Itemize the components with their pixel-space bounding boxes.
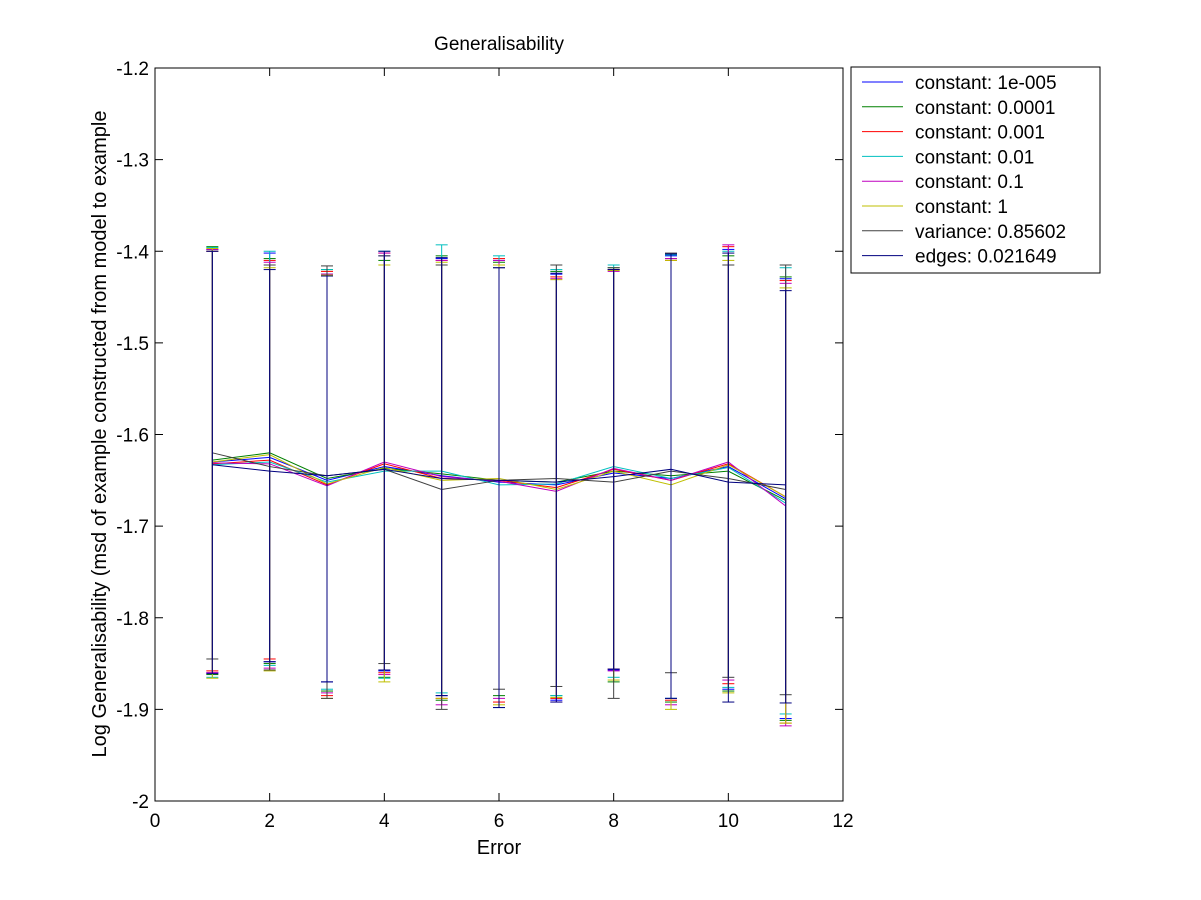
x-tick-label: 2 [264,811,275,832]
legend: constant: 1e-005 constant: 0.0001 constant… [850,66,1101,274]
y-tick-label: -1.9 [116,700,149,721]
series-8 [206,250,792,709]
x-tick-label: 6 [494,811,505,832]
x-tick-label: 12 [832,811,853,832]
x-axis-ticks: 0 2 4 6 8 10 12 [150,68,854,832]
legend-label: constant: 0.001 [915,123,1045,144]
x-tick-label: 10 [718,811,739,832]
x-tick-label: 4 [379,811,390,832]
series-line [212,464,786,486]
y-tick-label: -1.8 [116,609,149,630]
x-tick-label: 0 [150,811,161,832]
legend-items: constant: 1e-005 constant: 0.0001 constant… [862,73,1066,268]
y-tick-label: -1.7 [116,517,149,538]
y-tick-label: -1.4 [116,242,149,263]
y-axis-ticks: -1.2 -1.3 -1.4 -1.5 -1.6 -1.7 -1.8 -1.9 -2 [116,59,843,813]
y-tick-label: -1.2 [116,59,149,80]
x-axis-label: Error [477,837,522,859]
series-layer [206,244,792,727]
chart-title: Generalisability [434,34,564,55]
legend-label: constant: 0.01 [915,147,1034,168]
y-tick-label: -2 [132,792,149,813]
x-tick-label: 8 [608,811,619,832]
legend-label: variance: 0.85602 [915,222,1066,243]
legend-box [850,66,1101,274]
legend-label: constant: 0.1 [915,172,1024,193]
y-tick-label: -1.3 [116,151,149,172]
legend-label: constant: 1 [915,197,1008,218]
y-axis-label: Log Generalisability (msd of example con… [89,111,111,758]
legend-label: constant: 1e-005 [915,73,1057,94]
legend-label: constant: 0.0001 [915,98,1056,119]
y-tick-label: -1.6 [116,426,149,447]
y-tick-label: -1.5 [116,334,149,355]
legend-label: edges: 0.021649 [915,247,1057,268]
